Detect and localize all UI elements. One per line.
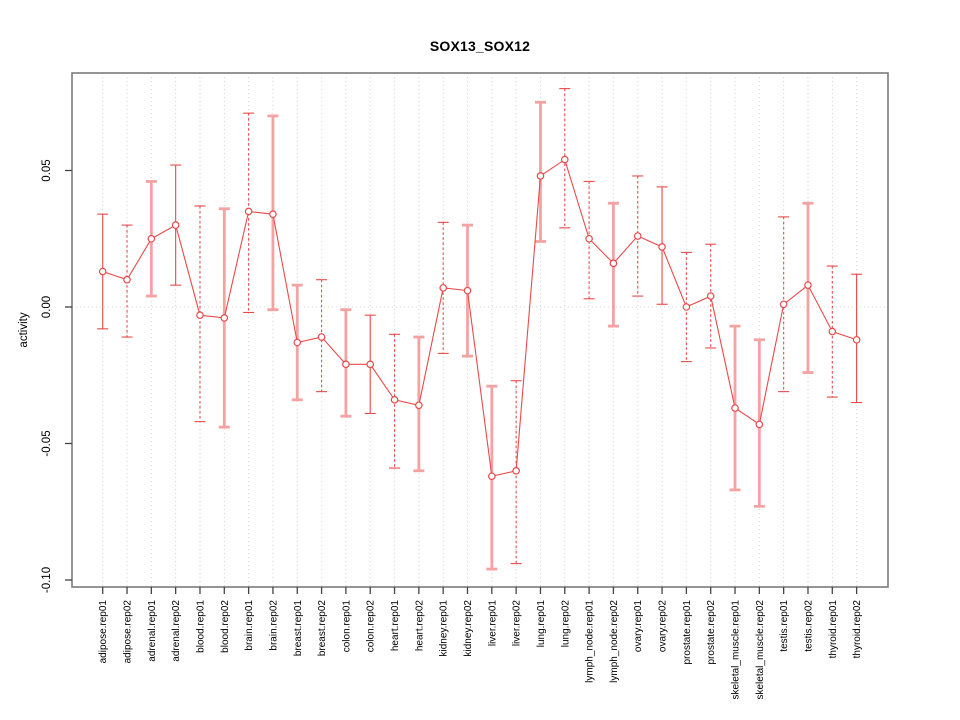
x-tick-label: skeletal_muscle.rep01 <box>731 600 742 700</box>
x-tick-label: prostate.rep01 <box>682 600 693 665</box>
x-tick-label: kidney.rep01 <box>439 600 450 657</box>
x-tick-label: brain.rep01 <box>244 600 255 651</box>
y-tick-label: -0.10 <box>41 567 53 593</box>
y-tick-label: -0.05 <box>41 430 53 456</box>
y-tick-label: 0.05 <box>41 159 53 181</box>
data-point-marker <box>828 327 837 336</box>
x-tick-label: blood.rep02 <box>220 600 231 653</box>
x-tick-label: adrenal.rep01 <box>147 600 158 662</box>
x-tick-label: skeletal_muscle.rep02 <box>755 600 766 700</box>
data-point-marker <box>317 333 326 341</box>
data-point-marker <box>366 360 375 369</box>
x-tick-label: testis.rep02 <box>803 600 814 652</box>
series-line <box>102 158 857 477</box>
data-point-marker <box>585 234 593 243</box>
data-point-marker <box>439 284 447 292</box>
data-point-marker <box>682 303 691 311</box>
data-point-marker <box>706 292 715 300</box>
x-tick-label: brain.rep02 <box>268 600 279 651</box>
x-tick-label: lung.rep01 <box>536 600 547 648</box>
x-tick-label: ovary.rep01 <box>633 600 644 653</box>
x-tick-label: liver.rep01 <box>487 600 498 647</box>
x-tick-label: adrenal.rep02 <box>171 600 182 662</box>
data-point-marker <box>123 275 131 284</box>
x-tick-label: lymph_node.rep01 <box>585 600 596 683</box>
data-point-marker <box>755 420 764 429</box>
x-tick-label: liver.rep02 <box>512 600 523 647</box>
x-tick-label: kidney.rep02 <box>463 600 474 657</box>
y-tick-label: 0.00 <box>41 296 53 318</box>
x-tick-label: heart.rep01 <box>390 600 401 652</box>
data-point-marker <box>804 281 812 289</box>
x-tick-label: adipose.rep02 <box>123 600 134 664</box>
data-point-marker <box>390 396 399 404</box>
x-tick-label: colon.rep02 <box>366 600 377 653</box>
x-tick-label: breast.rep01 <box>293 600 304 657</box>
data-point-marker <box>244 207 253 216</box>
x-tick-label: prostate.rep02 <box>706 600 717 665</box>
data-point-marker <box>220 314 229 322</box>
data-point-marker <box>609 259 618 268</box>
data-point-marker <box>171 221 180 229</box>
data-point-marker <box>415 401 423 410</box>
data-point-marker <box>269 210 277 218</box>
data-point-marker <box>98 267 107 276</box>
data-point-marker <box>147 234 156 243</box>
data-point-marker <box>196 311 204 319</box>
data-point-marker <box>488 472 496 481</box>
data-point-marker <box>731 404 739 412</box>
x-tick-label: lung.rep02 <box>560 600 571 648</box>
x-tick-label: testis.rep01 <box>779 600 790 652</box>
data-point-marker <box>536 172 545 180</box>
data-point-marker <box>852 335 861 344</box>
plot-border <box>71 72 889 588</box>
data-point-marker <box>658 243 666 251</box>
data-point-marker <box>293 338 302 347</box>
x-tick-label: thyroid.rep01 <box>828 600 839 659</box>
x-tick-label: thyroid.rep02 <box>852 600 863 659</box>
y-axis-label: activity <box>18 312 30 347</box>
data-point-marker <box>779 300 788 309</box>
x-tick-label: lymph_node.rep02 <box>609 600 620 683</box>
x-tick-label: heart.rep02 <box>414 600 425 652</box>
chart-title: SOX13_SOX12 <box>429 38 531 54</box>
x-tick-label: adipose.rep01 <box>98 600 109 664</box>
data-point-marker <box>342 360 350 369</box>
x-tick-label: colon.rep01 <box>341 600 352 653</box>
data-point-marker <box>512 466 520 475</box>
x-tick-label: ovary.rep02 <box>658 600 669 653</box>
x-tick-label: breast.rep02 <box>317 600 328 657</box>
x-tick-label: blood.rep01 <box>195 600 206 653</box>
data-point-marker <box>463 286 472 295</box>
data-point-marker <box>560 155 569 164</box>
data-point-marker <box>633 232 642 240</box>
